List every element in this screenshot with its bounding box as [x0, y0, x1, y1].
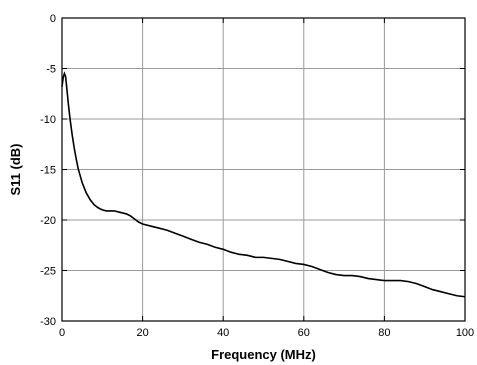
x-tick-label: 100	[456, 327, 474, 339]
x-tick-label: 60	[298, 327, 310, 339]
x-tick-label: 0	[59, 327, 65, 339]
y-tick-label: -15	[40, 165, 56, 177]
y-tick-label: -5	[46, 64, 56, 76]
s11-trace-line	[61, 71, 466, 298]
x-tick-label: 40	[217, 327, 229, 339]
grid-lines	[62, 18, 465, 321]
x-axis-title: Frequency (MHz)	[211, 347, 316, 362]
y-tick-label: 0	[50, 13, 56, 25]
y-tick-label: -30	[40, 316, 56, 328]
plot-frame	[61, 17, 466, 322]
y-tick-label: -25	[40, 266, 56, 278]
tick-labels: 0 20 40 60 80 100 0 -5 -10 -15 -20 -25 -30	[40, 13, 474, 339]
x-tick-label: 20	[136, 327, 148, 339]
series-layer	[61, 71, 466, 298]
x-tick-label: 80	[378, 327, 390, 339]
y-tick-label: -20	[40, 215, 56, 227]
y-axis-title: S11 (dB)	[8, 143, 23, 195]
y-tick-label: -10	[40, 114, 56, 126]
